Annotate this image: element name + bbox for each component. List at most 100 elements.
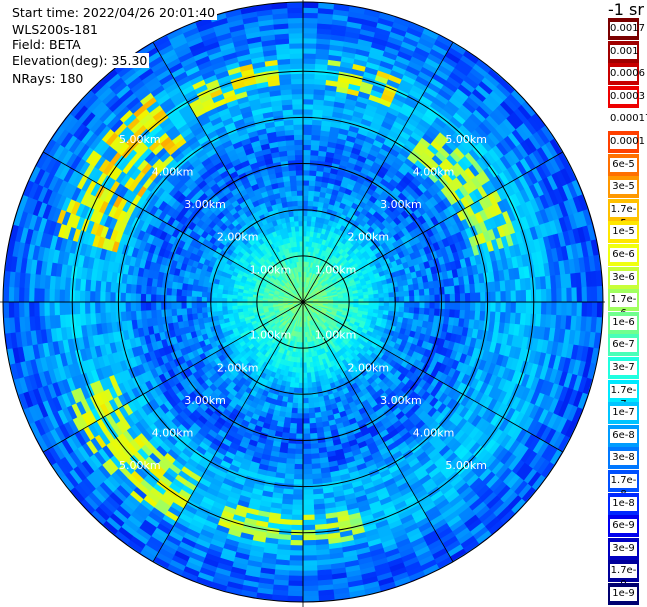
heat-cell [449,301,456,311]
heat-cell [302,220,308,227]
heat-cell [566,287,573,303]
heat-cell [428,308,436,317]
heat-cell [520,301,527,315]
heat-cell [302,2,320,4]
heat-cell [587,190,598,209]
heat-cell [302,453,312,460]
heat-cell [306,372,312,379]
heat-cell [302,403,309,409]
heat-cell [302,200,309,207]
heat-cell [302,47,317,54]
heat-cell [418,288,426,297]
heat-cell [480,292,487,303]
heat-cell [302,580,319,587]
heat-cell [206,591,225,602]
heat-cell [419,301,426,309]
heat-cell [561,301,568,317]
heat-cell [307,397,314,404]
heat-cell [302,215,308,222]
heat-cell [373,293,380,299]
heat-cell [302,73,316,80]
heat-cell [288,427,297,435]
heat-cell [444,293,451,303]
heat-cell [290,519,304,526]
heat-cell [398,306,405,313]
heat-cell [335,0,352,1]
heat-cell [302,377,308,384]
heat-cell [469,292,476,303]
heat-cell [459,309,466,320]
heat-cell [302,443,312,450]
heat-cell [302,123,313,130]
heat-cell [368,297,375,303]
heat-cell [292,397,299,404]
heat-cell [288,432,297,440]
heat-cell [302,174,310,181]
heat-cell [302,509,315,516]
heat-cell [302,22,318,29]
heat-cell [414,301,421,309]
heat-cell [571,287,578,303]
heat-cell [310,139,321,146]
heat-cell [388,292,395,298]
heat-cell [308,185,316,192]
heat-cell [298,372,304,379]
heat-cell [381,591,400,602]
heat-cell [383,301,390,307]
heat-cell [424,295,431,303]
heat-cell [535,289,542,303]
heat-cell [161,573,180,586]
heat-cell [285,458,296,465]
heat-cell [302,595,320,602]
heat-cell [500,301,507,313]
heat-cell [295,438,304,445]
heat-cell [409,301,416,309]
heat-cell [297,387,304,394]
heat-cell [308,417,317,425]
heat-cell [592,380,603,399]
heat-cell [454,301,461,311]
heat-cell [302,418,310,425]
heat-cell [289,545,304,552]
heat-cell [454,293,461,303]
heat-cell [525,289,532,303]
heat-cell [302,413,310,420]
heat-cell [288,570,304,577]
heat-cell [551,288,558,303]
heat-cell [368,294,375,299]
heat-cell [574,160,587,179]
heat-cell [309,159,319,167]
heat-cell [429,294,436,303]
heat-cell [485,301,492,313]
heat-cell [428,287,436,296]
heat-cell [302,230,308,237]
heat-cell [591,301,598,318]
heat-cell [176,579,195,592]
heat-cell [302,113,314,120]
heat-cell [353,298,360,303]
heat-cell [293,479,304,486]
heat-cell [302,504,315,511]
heat-cell [309,432,318,440]
heat-cell [459,301,466,311]
heat-cell [302,357,307,364]
heat-cell [302,225,308,232]
heat-cell [291,509,304,516]
heat-cell [308,190,316,197]
heat-cell [378,297,385,303]
heat-cell [423,288,431,296]
heat-cell [302,519,316,526]
heat-cell [302,590,319,597]
heat-cell [408,307,415,315]
heat-cell [335,603,352,607]
heat-cell [302,545,317,552]
heat-cell [291,504,304,511]
heat-cell [306,367,311,374]
heat-cell [414,295,421,303]
heat-cell [396,586,415,597]
heat-cell [302,448,312,455]
heat-cell [302,387,309,394]
heat-cell [520,289,527,303]
heat-cell [535,301,542,315]
